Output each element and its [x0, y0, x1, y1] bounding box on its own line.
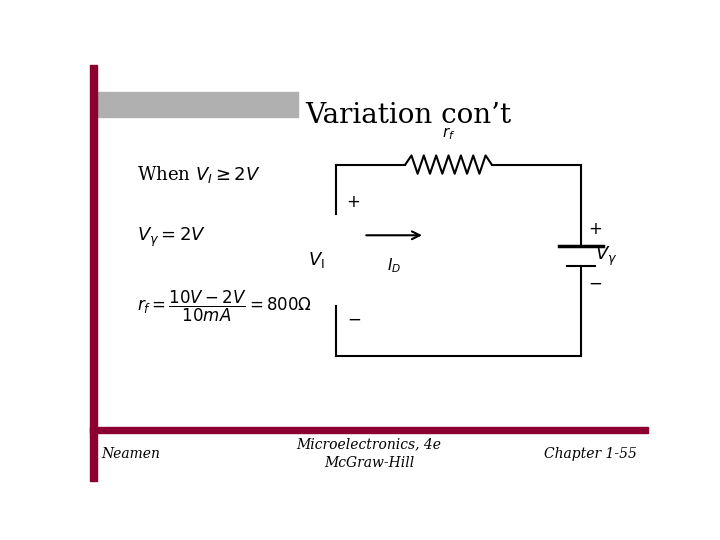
- Text: $r_f = \dfrac{10V - 2V}{10mA} = 800\Omega$: $r_f = \dfrac{10V - 2V}{10mA} = 800\Omeg…: [138, 288, 312, 323]
- Text: $I_D$: $I_D$: [387, 256, 401, 275]
- Text: $r_f$: $r_f$: [442, 125, 455, 141]
- Text: Microelectronics, 4e
McGraw-Hill: Microelectronics, 4e McGraw-Hill: [297, 437, 441, 470]
- Text: Neamen: Neamen: [101, 447, 160, 461]
- Text: $-$: $-$: [347, 309, 361, 327]
- Text: Chapter 1-55: Chapter 1-55: [544, 447, 637, 461]
- Text: $V_{\rm I}$: $V_{\rm I}$: [307, 250, 324, 270]
- Text: $V_{\gamma}$: $V_{\gamma}$: [595, 245, 617, 268]
- Bar: [96, 92, 297, 117]
- Bar: [90, 427, 648, 433]
- Text: When $V_I \geq 2V$: When $V_I \geq 2V$: [138, 165, 261, 185]
- Text: Variation con’t: Variation con’t: [305, 102, 511, 129]
- Text: $V_{\gamma} = 2V$: $V_{\gamma} = 2V$: [138, 226, 207, 249]
- Text: $-$: $-$: [588, 274, 602, 292]
- Bar: [90, 65, 96, 481]
- Text: +: +: [588, 220, 602, 238]
- Text: +: +: [347, 193, 361, 211]
